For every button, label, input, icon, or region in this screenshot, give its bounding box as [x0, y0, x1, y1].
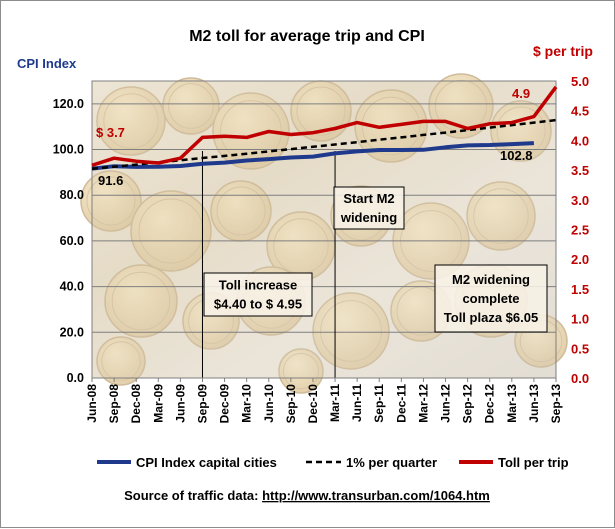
data-label-cpi-start: 91.6 — [98, 173, 123, 188]
x-ticks: Jun-08 Sep-08 Dec-08 Mar-09 Jun-09 Sep-09 Dec-… — [85, 378, 563, 423]
coin-22 — [278, 348, 324, 394]
source-note: Source of traffic data: http://www.trans… — [124, 488, 490, 503]
legend-label-trend: 1% per quarter — [346, 455, 437, 470]
annotation-box-start-widening — [333, 186, 405, 230]
coin-ring-0 — [103, 93, 159, 149]
y-right-tick-1: 0.5 — [571, 341, 589, 356]
y-left-tick-3: 60.0 — [60, 234, 84, 248]
series-line-toll — [91, 85, 558, 167]
coin-ring-9 — [216, 186, 266, 236]
annotation-text-widening-complete-0: M2 widening — [452, 272, 530, 287]
x-tick-10: Dec-10 — [306, 384, 320, 424]
annotations: Toll increase $4.40 to $ 4.95 Start M2 wide… — [203, 186, 548, 333]
coin-ring-1 — [168, 83, 214, 129]
x-tick-19: Mar-13 — [505, 384, 519, 423]
x-tick-4: Jun-09 — [173, 384, 187, 423]
coin-ring-3 — [296, 86, 346, 136]
x-tick-3: Mar-09 — [151, 384, 165, 423]
x-tick-11: Mar-11 — [328, 384, 342, 422]
x-tick-7: Mar-10 — [240, 384, 254, 423]
annotation-text-start-widening-0: Start M2 — [343, 191, 394, 206]
coin-14 — [104, 264, 178, 338]
y-right-tick-5: 2.5 — [571, 223, 589, 238]
coin-ring-13 — [473, 188, 529, 244]
annotation-text-widening-complete-2: Toll plaza $6.05 — [444, 310, 538, 325]
x-tick-16: Jun-12 — [439, 384, 453, 423]
x-tick-13: Sep-11 — [372, 384, 386, 423]
coin-1 — [162, 77, 220, 135]
plot-area-border — [91, 80, 557, 379]
x-tick-14: Dec-11 — [394, 384, 408, 423]
legend-label-cpi: CPI Index capital cities — [136, 455, 277, 470]
annotation-text-widening-complete-1: complete — [462, 291, 519, 306]
coin-ring-14 — [111, 271, 171, 331]
y-left-ticks: 0.0 20.0 40.0 60.0 80.0 100.0 120.0 — [53, 97, 84, 385]
x-tick-0: Jun-08 — [85, 384, 99, 423]
x-tick-21: Sep-13 — [549, 384, 563, 424]
y-left-tick-1: 20.0 — [60, 325, 84, 339]
x-tick-5: Sep-09 — [195, 384, 209, 424]
coin-ring-4 — [361, 96, 421, 156]
coin-ring-17 — [320, 300, 382, 362]
y-right-tick-7: 3.5 — [571, 163, 589, 178]
y-left-axis-title: CPI Index — [17, 56, 77, 71]
coin-ring-21 — [101, 341, 141, 381]
coin-ring-6 — [496, 106, 546, 156]
coin-7 — [80, 170, 142, 232]
coin-ring-22 — [282, 352, 320, 390]
y-right-axis-title: $ per trip — [533, 43, 593, 59]
x-tick-12: Jun-11 — [350, 384, 364, 422]
series-line-trend — [91, 118, 557, 170]
annotation-text-toll-increase-0: Toll increase — [219, 278, 298, 293]
series-line-cpi — [91, 141, 534, 171]
coin-17 — [312, 292, 390, 370]
data-label-cpi-end: 102.8 — [500, 148, 533, 163]
series-lines — [91, 85, 558, 171]
plot-background-image — [80, 73, 568, 394]
x-tick-20: Jun-13 — [527, 384, 541, 423]
legend-label-toll: Toll per trip — [498, 455, 569, 470]
y-right-tick-10: 5.0 — [571, 74, 589, 89]
annotation-box-widening-complete — [434, 264, 548, 333]
y-left-tick-4: 80.0 — [60, 188, 84, 202]
y-right-tick-3: 1.5 — [571, 282, 589, 297]
annotation-box-toll-increase — [203, 272, 313, 317]
y-right-tick-4: 2.0 — [571, 252, 589, 267]
x-tick-17: Sep-12 — [461, 384, 475, 424]
source-prefix: Source of traffic data: — [124, 488, 262, 503]
y-right-tick-8: 4.0 — [571, 133, 589, 148]
data-label-toll-start: $ 3.7 — [96, 125, 125, 140]
y-right-tick-9: 4.5 — [571, 104, 589, 119]
y-left-tick-0: 0.0 — [67, 371, 84, 385]
y-right-ticks: 0.0 0.5 1.0 1.5 2.0 2.5 3.0 3.5 4.0 4.5 5.0 — [571, 74, 589, 386]
data-label-toll-end: 4.9 — [512, 86, 530, 101]
coin-21 — [96, 336, 146, 386]
x-tick-1: Sep-08 — [107, 384, 121, 424]
coin-13 — [466, 181, 536, 251]
x-tick-6: Dec-09 — [218, 384, 232, 424]
y-left-tick-5: 100.0 — [53, 143, 84, 157]
coin-ring-7 — [86, 176, 136, 226]
coin-8 — [130, 190, 212, 272]
source-link[interactable]: http://www.transurban.com/1064.htm — [262, 488, 490, 503]
y-right-tick-6: 3.0 — [571, 193, 589, 208]
x-tick-15: Mar-12 — [416, 384, 430, 423]
legend: CPI Index capital cities 1% per quarter … — [97, 455, 569, 470]
y-left-tick-6: 120.0 — [53, 97, 84, 111]
y-right-tick-2: 1.0 — [571, 312, 589, 327]
annotation-text-toll-increase-1: $4.40 to $ 4.95 — [214, 297, 302, 312]
x-tick-8: Jun-10 — [262, 384, 276, 423]
x-tick-2: Dec-08 — [129, 384, 143, 424]
y-right-tick-0: 0.0 — [571, 371, 589, 386]
coin-ring-8 — [138, 198, 204, 264]
annotation-text-start-widening-1: widening — [340, 210, 397, 225]
x-tick-18: Dec-12 — [483, 384, 497, 424]
y-left-tick-2: 40.0 — [60, 280, 84, 294]
chart-title: M2 toll for average trip and CPI — [189, 28, 425, 45]
x-tick-9: Sep-10 — [284, 384, 298, 424]
